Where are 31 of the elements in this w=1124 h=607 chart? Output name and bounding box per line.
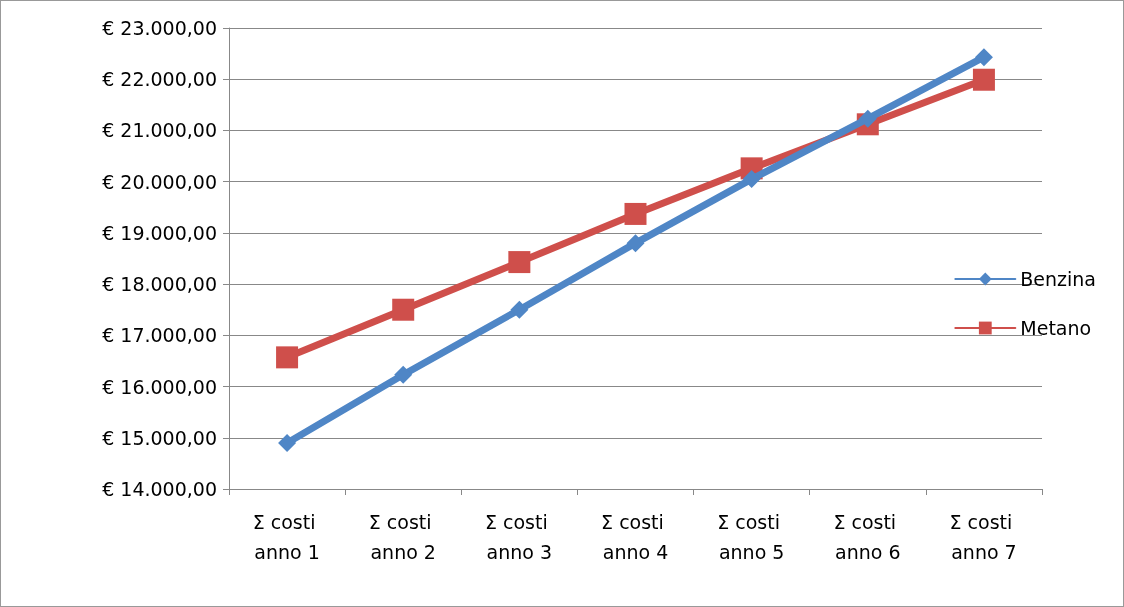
legend-label: Benzina [1020, 268, 1096, 290]
point [626, 234, 645, 253]
point [508, 251, 531, 274]
x-tick-label: Σ costi anno 7 [949, 511, 1019, 563]
x-tick-label: Σ costi anno 5 [717, 511, 787, 563]
y-tick-label: € 17.000,00 [102, 324, 217, 347]
legend-label: Metano [1020, 317, 1092, 339]
point [510, 300, 529, 319]
point [624, 202, 647, 225]
y-tick-label: € 22.000,00 [102, 68, 217, 91]
point [394, 365, 413, 384]
y-tick-label: € 16.000,00 [102, 375, 217, 398]
x-tick-label: Σ costi anno 2 [368, 511, 438, 563]
point [974, 48, 993, 67]
point [858, 109, 877, 128]
point [392, 298, 415, 321]
x-tick-label: Σ costi anno 1 [252, 511, 322, 563]
point [276, 346, 299, 369]
y-tick-label: € 14.000,00 [102, 478, 217, 500]
y-tick-label: € 20.000,00 [102, 170, 217, 193]
point [742, 170, 761, 189]
x-tick-label: Σ costi anno 6 [833, 511, 903, 563]
x-tick-label: Σ costi anno 4 [601, 511, 670, 563]
y-tick-label: € 23.000,00 [102, 17, 217, 39]
y-tick-label: € 19.000,00 [102, 221, 217, 244]
point [278, 433, 297, 452]
x-tick-label: Σ costi anno 3 [484, 511, 554, 563]
y-tick-label: € 18.000,00 [102, 273, 217, 296]
y-tick-label: € 21.000,00 [102, 119, 217, 142]
y-tick-label: € 15.000,00 [102, 426, 217, 449]
point [972, 68, 995, 91]
